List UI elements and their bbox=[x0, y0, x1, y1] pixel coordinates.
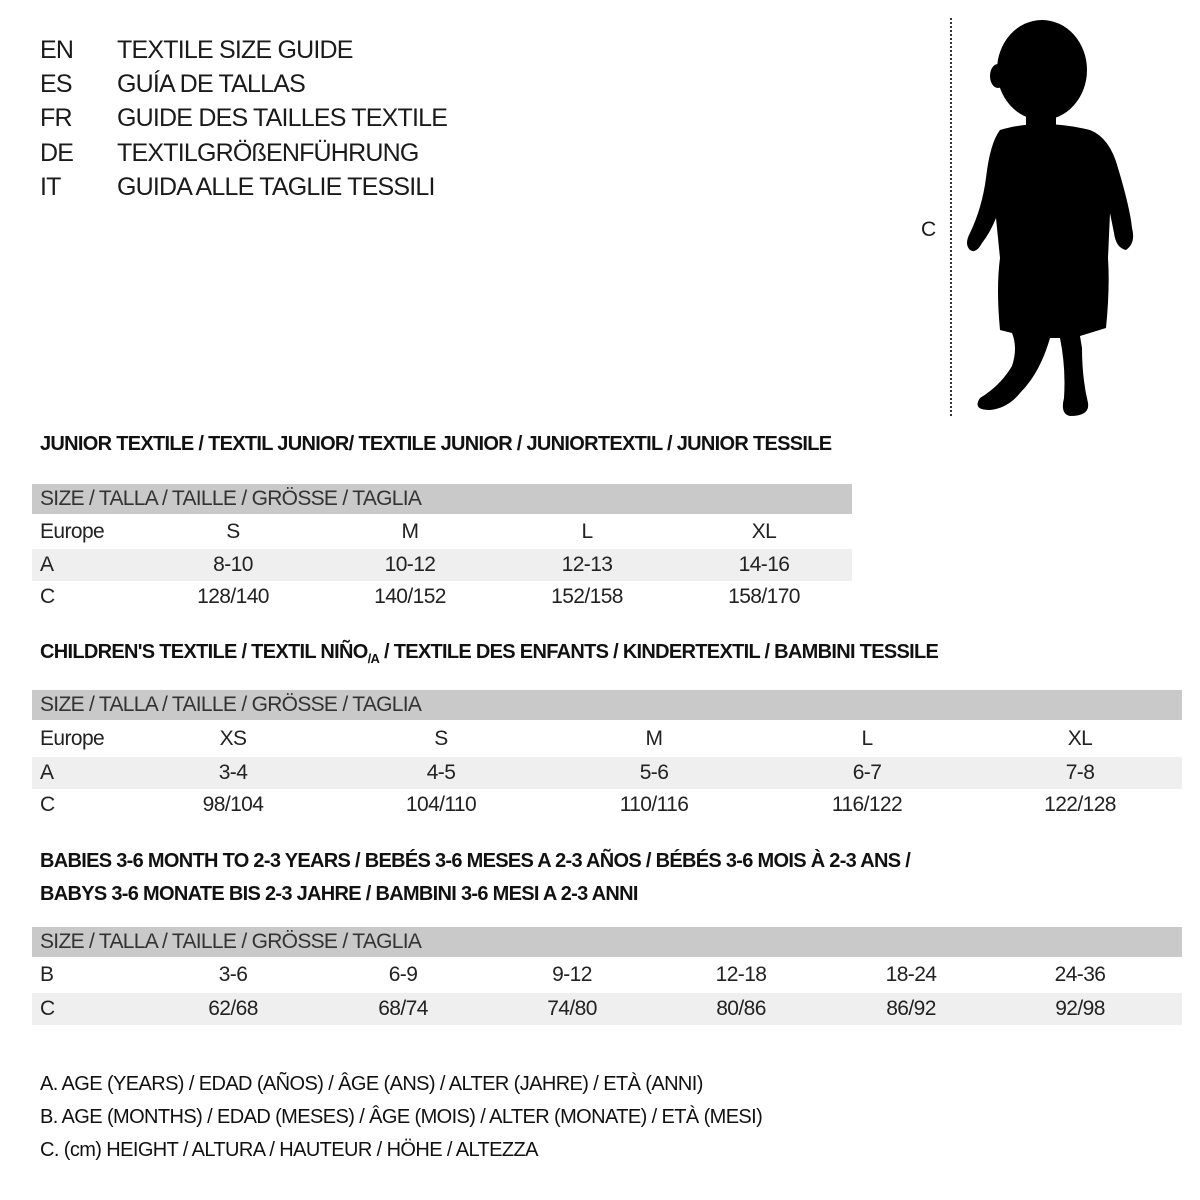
table-row: C 128/140 140/152 152/158 158/170 bbox=[32, 581, 852, 613]
table-cell: 62/68 bbox=[208, 997, 258, 1020]
table-row: A 3-4 4-5 5-6 6-7 7-8 bbox=[32, 757, 1182, 789]
child-silhouette-icon bbox=[967, 20, 1134, 416]
table-cell: XS bbox=[219, 727, 247, 750]
table-cell: 140/152 bbox=[374, 585, 446, 608]
table-cell: 14-16 bbox=[738, 553, 790, 576]
legend-item: B. AGE (MONTHS) / EDAD (MESES) / ÂGE (MO… bbox=[40, 1106, 763, 1128]
table-cell: 116/122 bbox=[831, 793, 903, 816]
junior-size-table: SIZE / TALLA / TAILLE / GRÖSSE / TAGLIA … bbox=[32, 484, 852, 614]
table-header: SIZE / TALLA / TAILLE / GRÖSSE / TAGLIA bbox=[32, 484, 852, 514]
table-cell: M bbox=[401, 520, 420, 543]
lang-code: IT bbox=[40, 173, 61, 201]
table-cell: 10-12 bbox=[384, 553, 436, 576]
lang-title: GUIDA ALLE TAGLIE TESSILI bbox=[117, 173, 435, 201]
row-label: A bbox=[40, 553, 54, 576]
lang-code: DE bbox=[40, 139, 74, 167]
table-cell: 74/80 bbox=[547, 997, 597, 1020]
table-cell: 24-36 bbox=[1054, 963, 1106, 986]
table-cell: 152/158 bbox=[551, 585, 623, 608]
row-label: B bbox=[40, 963, 54, 986]
title-text: CHILDREN'S TEXTILE / TEXTIL NIÑO bbox=[40, 641, 368, 663]
table-cell: 6-7 bbox=[852, 761, 882, 784]
table-cell: XL bbox=[751, 520, 777, 543]
lang-code: EN bbox=[40, 36, 74, 64]
table-cell: 12-18 bbox=[715, 963, 767, 986]
lang-code: FR bbox=[40, 104, 73, 132]
table-cell: XL bbox=[1067, 727, 1093, 750]
table-cell: 3-6 bbox=[218, 963, 248, 986]
table-cell: 110/116 bbox=[619, 793, 689, 816]
table-cell: 4-5 bbox=[426, 761, 456, 784]
title-subscript: /A bbox=[367, 651, 380, 666]
table-cell: 3-4 bbox=[218, 761, 248, 784]
row-label: Europe bbox=[40, 727, 105, 750]
table-row: A 8-10 10-12 12-13 14-16 bbox=[32, 549, 852, 581]
table-cell: 122/128 bbox=[1044, 793, 1116, 816]
junior-section-title: JUNIOR TEXTILE / TEXTIL JUNIOR/ TEXTILE … bbox=[40, 433, 832, 455]
lang-code: ES bbox=[40, 70, 73, 98]
table-row: Europe XS S M L XL bbox=[32, 723, 1182, 755]
row-label: C bbox=[40, 793, 55, 816]
table-cell: S bbox=[434, 727, 448, 750]
table-header: SIZE / TALLA / TAILLE / GRÖSSE / TAGLIA bbox=[32, 927, 1182, 957]
table-cell: 12-13 bbox=[561, 553, 613, 576]
lang-title: GUIDE DES TAILLES TEXTILE bbox=[117, 104, 448, 132]
children-section-title: CHILDREN'S TEXTILE / TEXTIL NIÑO/A / TEX… bbox=[40, 641, 939, 666]
babies-section-title-line1: BABIES 3-6 MONTH TO 2-3 YEARS / BEBÉS 3-… bbox=[40, 850, 911, 872]
table-cell: 92/98 bbox=[1055, 997, 1105, 1020]
table-cell: 18-24 bbox=[885, 963, 937, 986]
legend-item: A. AGE (YEARS) / EDAD (AÑOS) / ÂGE (ANS)… bbox=[40, 1073, 703, 1095]
babies-section-title-line2: BABYS 3-6 MONATE BIS 2-3 JAHRE / BAMBINI… bbox=[40, 883, 638, 905]
table-cell: 7-8 bbox=[1065, 761, 1095, 784]
table-cell: 6-9 bbox=[388, 963, 418, 986]
table-cell: 9-12 bbox=[552, 963, 592, 986]
table-cell: 80/86 bbox=[716, 997, 766, 1020]
lang-title: GUÍA DE TALLAS bbox=[117, 70, 306, 98]
table-header: SIZE / TALLA / TAILLE / GRÖSSE / TAGLIA bbox=[32, 690, 1182, 720]
table-row: Europe S M L XL bbox=[32, 516, 852, 548]
table-cell: 104/110 bbox=[405, 793, 477, 816]
table-cell: L bbox=[581, 520, 593, 543]
lang-title: TEXTILE SIZE GUIDE bbox=[117, 36, 353, 64]
table-cell: M bbox=[645, 727, 664, 750]
table-cell: 86/92 bbox=[886, 997, 936, 1020]
children-size-table: SIZE / TALLA / TAILLE / GRÖSSE / TAGLIA … bbox=[32, 690, 1182, 822]
table-cell: 98/104 bbox=[202, 793, 264, 816]
table-row: C 98/104 104/110 110/116 116/122 122/128 bbox=[32, 789, 1182, 821]
table-cell: 128/140 bbox=[197, 585, 269, 608]
table-cell: S bbox=[226, 520, 240, 543]
row-label: C bbox=[40, 585, 55, 608]
table-row: C 62/68 68/74 74/80 80/86 86/92 92/98 bbox=[32, 993, 1182, 1025]
row-label: Europe bbox=[40, 520, 105, 543]
legend-item: C. (cm) HEIGHT / ALTURA / HAUTEUR / HÖHE… bbox=[40, 1139, 538, 1161]
table-cell: 158/170 bbox=[728, 585, 800, 608]
title-text: / TEXTILE DES ENFANTS / KINDERTEXTIL / B… bbox=[379, 641, 939, 663]
table-row: B 3-6 6-9 9-12 12-18 18-24 24-36 bbox=[32, 959, 1182, 991]
row-label: A bbox=[40, 761, 54, 784]
lang-title: TEXTILGRÖßENFÜHRUNG bbox=[117, 139, 419, 167]
table-cell: 68/74 bbox=[378, 997, 428, 1020]
babies-size-table: SIZE / TALLA / TAILLE / GRÖSSE / TAGLIA … bbox=[32, 927, 1182, 1027]
table-cell: L bbox=[861, 727, 873, 750]
table-cell: 5-6 bbox=[639, 761, 669, 784]
table-cell: 8-10 bbox=[213, 553, 253, 576]
height-label: C bbox=[921, 218, 937, 241]
height-measure-line bbox=[950, 18, 952, 416]
row-label: C bbox=[40, 997, 55, 1020]
